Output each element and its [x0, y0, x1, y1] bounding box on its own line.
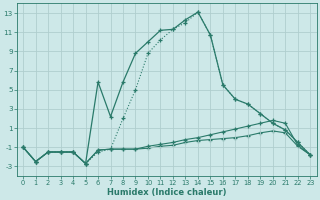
X-axis label: Humidex (Indice chaleur): Humidex (Indice chaleur) [107, 188, 227, 197]
